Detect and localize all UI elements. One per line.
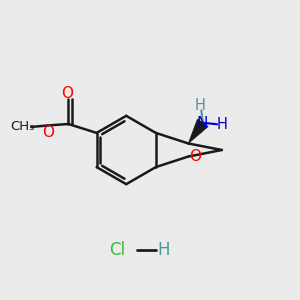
Text: N: N xyxy=(196,116,208,131)
Text: O: O xyxy=(43,124,55,140)
Text: H: H xyxy=(157,241,170,259)
Text: CH₃: CH₃ xyxy=(11,120,35,133)
Text: O: O xyxy=(61,86,73,101)
Text: H: H xyxy=(195,98,206,113)
Text: O: O xyxy=(189,149,201,164)
Text: H: H xyxy=(216,117,227,132)
Polygon shape xyxy=(188,119,208,143)
Text: Cl: Cl xyxy=(109,241,125,259)
